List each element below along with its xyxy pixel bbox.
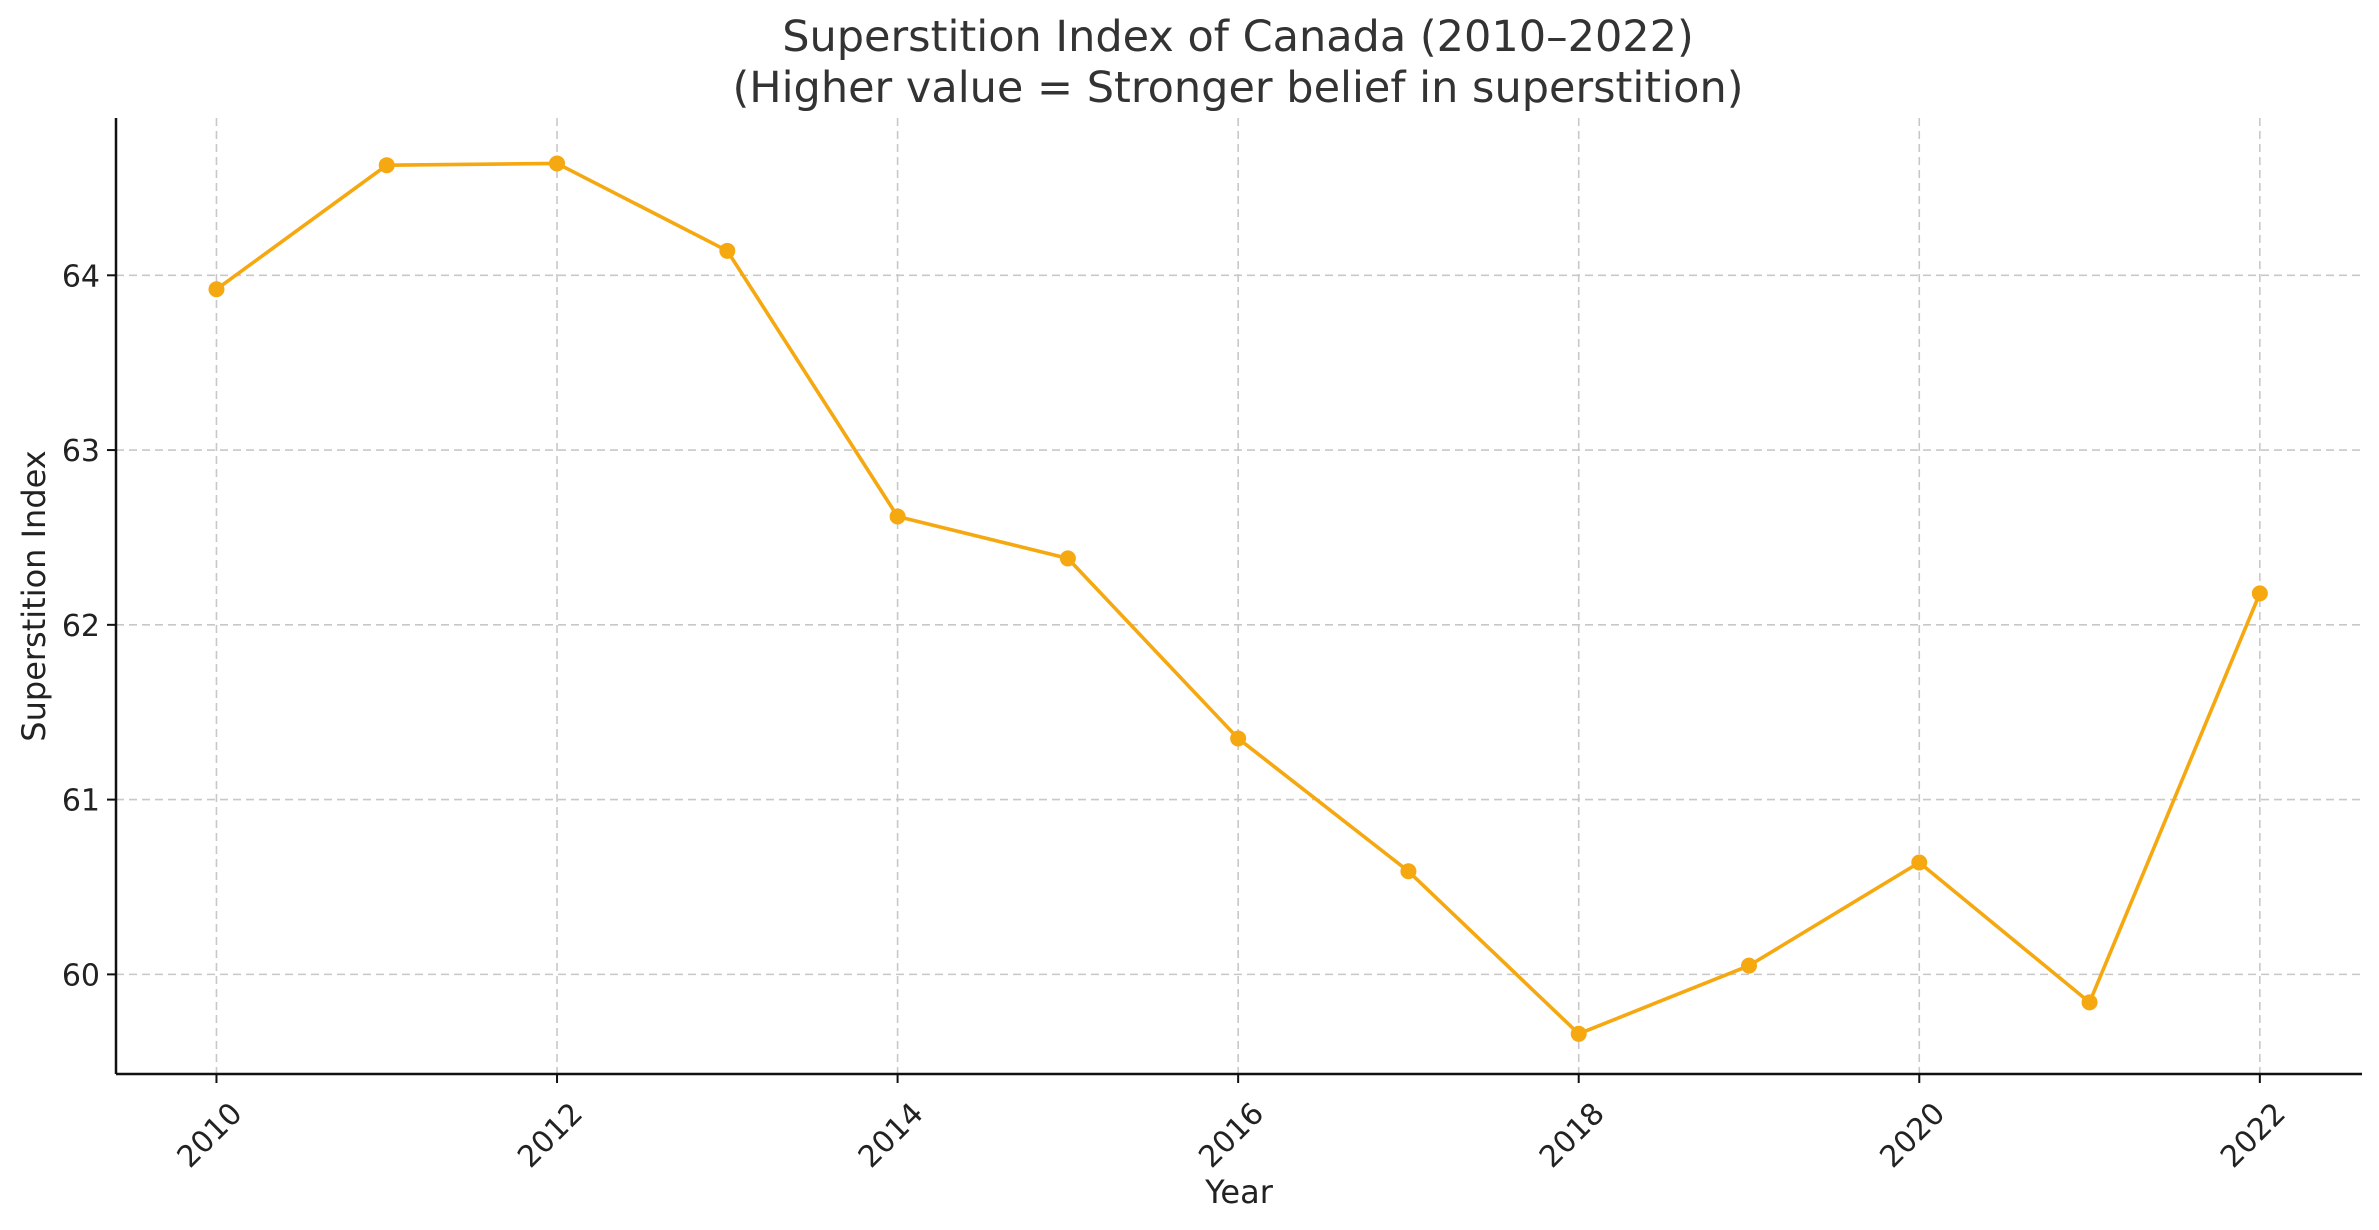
data-point: [719, 242, 736, 259]
data-point: [1911, 854, 1928, 871]
x-tick-label: 2010: [171, 1096, 250, 1175]
grid: [116, 118, 2362, 1074]
data-point: [208, 281, 225, 298]
data-point: [889, 508, 906, 525]
x-axis-label: Year: [1204, 1173, 1274, 1211]
ticks: 2010 2012 2014 2016 2018 2020 2022 60 61 62 63 64: [62, 259, 2293, 1175]
series: [208, 155, 2268, 1042]
data-point: [2081, 994, 2098, 1011]
x-tick-label: 2022: [2214, 1096, 2293, 1175]
y-axis-label: Superstition Index: [15, 450, 53, 741]
x-tick-label: 2014: [852, 1096, 931, 1175]
data-point: [1570, 1025, 1587, 1042]
y-tick-label: 62: [62, 609, 100, 644]
x-tick-label: 2018: [1533, 1096, 1612, 1175]
data-point: [1059, 550, 1076, 567]
data-point: [378, 157, 395, 174]
y-tick-label: 61: [62, 784, 100, 819]
x-tick-label: 2020: [1873, 1096, 1952, 1175]
data-point: [1740, 957, 1757, 974]
x-tick-label: 2016: [1192, 1096, 1271, 1175]
x-tick-label: 2012: [511, 1096, 590, 1175]
chart-title: Superstition Index of Canada (2010–2022): [782, 12, 1694, 62]
data-point: [1400, 863, 1417, 880]
data-point: [549, 155, 566, 172]
y-tick-label: 63: [62, 434, 100, 469]
y-tick-label: 60: [62, 958, 100, 993]
chart-subtitle: (Higher value = Stronger belief in super…: [733, 63, 1744, 113]
axes: [114, 118, 2362, 1076]
y-tick-label: 64: [62, 259, 100, 294]
data-point: [2251, 585, 2268, 602]
data-point: [1230, 730, 1247, 747]
